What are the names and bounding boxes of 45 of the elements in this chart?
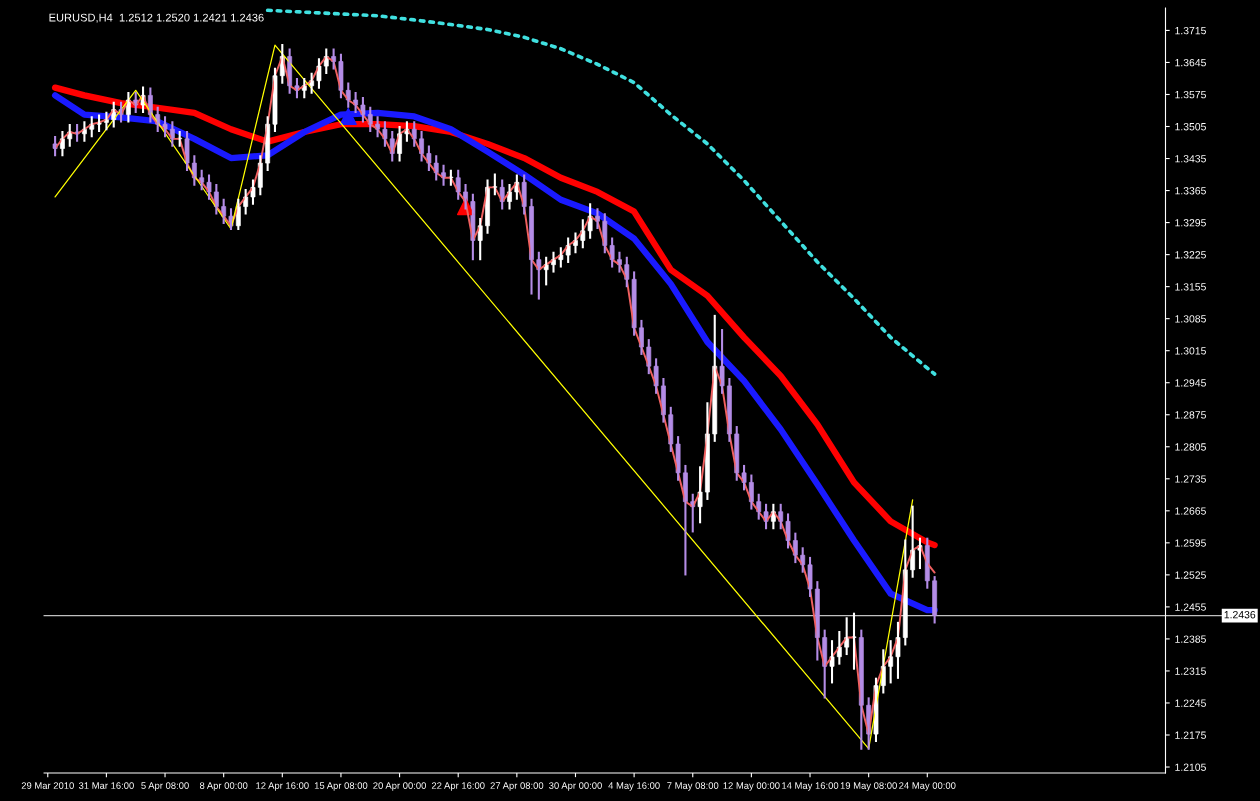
- y-tick-label: 1.3015: [1175, 347, 1206, 355]
- line-series: [265, 8, 937, 376]
- y-tick-label: 1.2385: [1175, 635, 1206, 643]
- y-tick-label: 1.3645: [1175, 58, 1206, 67]
- x-tick-label: 19 May 08:00: [840, 782, 897, 791]
- y-tick-label: 1.3155: [1175, 283, 1206, 291]
- candlestick: [448, 169, 454, 186]
- y-tick-label: 1.2875: [1175, 411, 1206, 419]
- y-tick-label: 1.3225: [1175, 251, 1206, 259]
- x-tick-label: 24 May 00:00: [899, 782, 956, 791]
- candlestick: [851, 612, 857, 670]
- y-tick-label: 1.3085: [1175, 315, 1206, 323]
- x-tick-label: 22 Apr 16:00: [431, 782, 485, 791]
- x-tick-label: 30 Apr 00:00: [549, 782, 602, 791]
- x-tick-label: 20 Apr 00:00: [373, 782, 426, 791]
- x-tick-label: 12 Apr 16:00: [256, 782, 309, 791]
- y-tick-label: 1.2945: [1175, 379, 1206, 387]
- y-tick-label: 1.2525: [1175, 571, 1206, 579]
- x-tick-label: 14 May 16:00: [782, 782, 839, 791]
- y-tick-label: 1.3505: [1175, 123, 1206, 131]
- y-tick-label: 1.2315: [1175, 667, 1206, 675]
- y-tick-label: 1.2175: [1175, 731, 1206, 739]
- x-tick-label: 8 Apr 00:00: [199, 782, 248, 791]
- y-tick-label: 1.3575: [1175, 90, 1206, 99]
- y-tick-label: 1.2595: [1175, 539, 1206, 547]
- x-tick-label: 27 Apr 08:00: [490, 782, 544, 791]
- y-tick-label: 1.2245: [1175, 699, 1206, 707]
- x-tick-label: 29 Mar 2010: [21, 782, 74, 789]
- x-tick-label: 4 May 16:00: [608, 782, 660, 791]
- chart-title: EURUSD,H4 1.2512 1.2520 1.2421 1.2436: [49, 13, 264, 23]
- y-tick-label: 1.3715: [1175, 26, 1206, 35]
- y-tick-label: 1.3295: [1175, 219, 1206, 227]
- x-tick-label: 15 Apr 08:00: [314, 782, 368, 791]
- y-tick-label: 1.3365: [1175, 187, 1206, 195]
- x-tick-label: 31 Mar 16:00: [78, 782, 134, 789]
- x-tick-label: 12 May 00:00: [723, 782, 780, 791]
- x-tick-label: 5 Apr 08:00: [141, 782, 189, 791]
- x-tick-label: 7 May 08:00: [667, 782, 719, 791]
- y-tick-label: 1.2665: [1175, 507, 1206, 515]
- y-tick-label: 1.2735: [1175, 475, 1206, 483]
- y-tick-label: 1.3435: [1175, 155, 1206, 163]
- y-tick-label: 1.2105: [1175, 763, 1206, 771]
- y-tick-label: 1.2805: [1175, 443, 1206, 451]
- ref-line-label: 1.2436: [1224, 611, 1256, 619]
- y-tick-label: 1.2455: [1175, 603, 1206, 611]
